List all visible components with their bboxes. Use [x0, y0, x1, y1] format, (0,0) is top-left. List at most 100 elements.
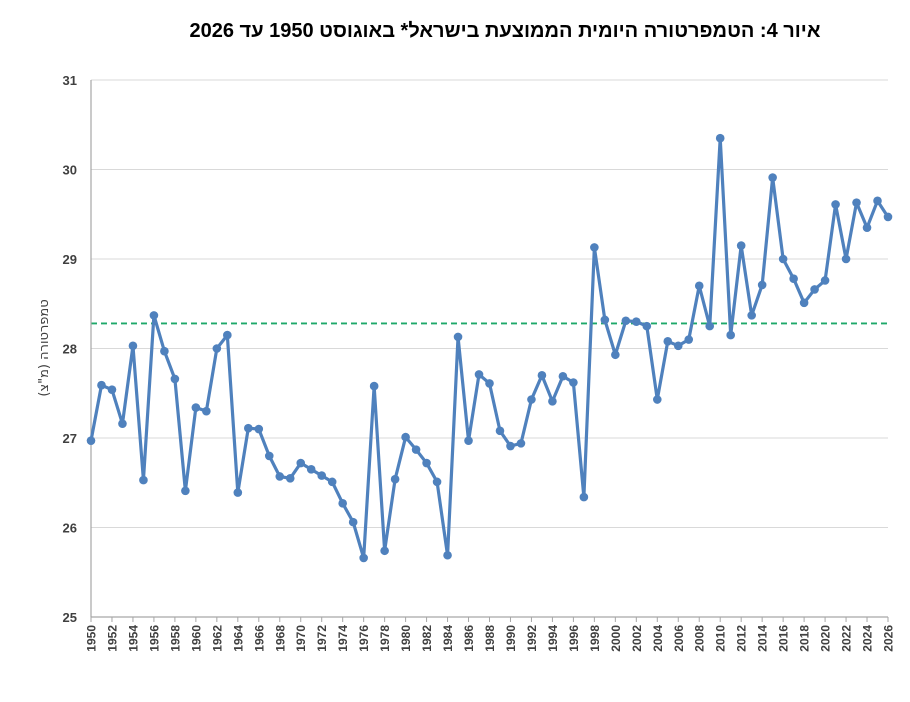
- data-point: [411, 445, 421, 454]
- data-point: [264, 451, 274, 461]
- gridlines: [91, 79, 888, 528]
- data-point: [432, 477, 442, 487]
- data-point: [338, 499, 347, 508]
- data-point: [191, 403, 201, 412]
- data-point: [275, 472, 285, 481]
- axes: [90, 80, 889, 622]
- data-point: [128, 341, 138, 351]
- x-tick-label: 1960: [189, 625, 203, 652]
- data-point: [223, 330, 232, 340]
- data-point: [474, 370, 484, 379]
- data-point: [107, 385, 117, 394]
- x-tick-label: 1994: [546, 625, 560, 652]
- data-point: [369, 381, 379, 391]
- data-point: [139, 475, 148, 485]
- x-tick-label: 2014: [756, 625, 770, 652]
- data-point: [422, 458, 431, 468]
- data-point: [569, 378, 578, 387]
- data-point: [254, 424, 264, 434]
- x-tick-label: 2008: [693, 625, 707, 652]
- data-point: [611, 350, 620, 360]
- x-tick-label: 1958: [168, 625, 182, 652]
- data-point: [464, 436, 473, 445]
- data-point: [883, 212, 893, 222]
- data-point: [327, 477, 337, 487]
- x-tick-label: 2010: [714, 625, 728, 652]
- x-tick-label: 1950: [85, 625, 99, 652]
- x-tick-label: 1976: [357, 625, 371, 652]
- x-tick-label: 2016: [777, 625, 791, 652]
- x-tick-label: 1988: [483, 625, 497, 652]
- y-tick-label: 26: [63, 521, 77, 536]
- data-point: [684, 335, 694, 344]
- data-point: [768, 173, 777, 182]
- data-point: [810, 285, 819, 294]
- x-tick-label: 2004: [651, 625, 665, 652]
- data-point: [390, 474, 400, 484]
- x-tick-label: 1978: [378, 625, 392, 652]
- series-layer: [86, 133, 893, 563]
- data-point: [380, 546, 389, 556]
- data-point: [118, 419, 127, 428]
- data-point: [789, 274, 798, 283]
- x-tick-label: 1974: [336, 625, 350, 652]
- x-tick-label: 2002: [630, 625, 644, 652]
- data-point: [715, 133, 725, 143]
- data-point: [285, 473, 295, 483]
- data-point: [632, 317, 641, 326]
- data-point: [621, 316, 631, 326]
- x-tick-label: 2020: [819, 625, 833, 652]
- x-tick-label: 1964: [231, 625, 245, 652]
- x-tick-label: 1970: [294, 625, 308, 652]
- data-point: [778, 254, 788, 264]
- data-point: [233, 488, 243, 497]
- data-point: [317, 471, 327, 480]
- x-tick-label: 1954: [126, 625, 140, 652]
- data-point: [170, 374, 180, 384]
- data-point: [694, 281, 704, 291]
- y-tick-label: 27: [63, 431, 77, 446]
- x-tick-label: 1980: [399, 625, 413, 652]
- x-tick-labels: 1950 1952 1954 1956 1958 1960 1962 1964 1966 1968…: [85, 625, 896, 652]
- data-point: [212, 344, 222, 353]
- data-point: [516, 439, 526, 448]
- data-point: [296, 458, 306, 468]
- data-point: [726, 330, 735, 340]
- data-point: [600, 315, 610, 325]
- data-point: [527, 395, 536, 404]
- x-tick-label: 2006: [672, 625, 686, 652]
- data-point: [181, 486, 190, 496]
- data-point: [590, 243, 599, 252]
- x-tick-label: 1952: [105, 625, 119, 652]
- x-tick-label: 1968: [273, 625, 287, 652]
- x-tick-label: 2024: [861, 625, 875, 652]
- data-point: [548, 397, 557, 406]
- x-tick-label: 1992: [525, 625, 539, 652]
- data-point: [202, 406, 211, 416]
- x-tick-label: 1956: [147, 625, 161, 652]
- x-tick-label: 2012: [735, 625, 749, 652]
- x-tick-label: 1986: [462, 625, 476, 652]
- data-point: [537, 371, 547, 380]
- x-tick-label: 1996: [567, 625, 581, 652]
- data-point: [831, 200, 840, 209]
- x-tick-label: 1984: [441, 625, 455, 652]
- y-tick-label: 29: [63, 252, 77, 267]
- x-tick-label: 1962: [210, 625, 224, 652]
- x-tick-label: 2018: [798, 625, 812, 652]
- data-point: [348, 517, 358, 527]
- x-tick-label: 1966: [252, 625, 266, 652]
- data-point: [359, 553, 368, 563]
- data-point: [485, 379, 494, 388]
- data-point: [401, 432, 410, 442]
- x-tick-label: 1972: [315, 625, 329, 652]
- data-point: [652, 395, 662, 404]
- data-point: [852, 198, 861, 207]
- data-point: [443, 550, 452, 560]
- x-tick-label: 2026: [882, 625, 896, 652]
- data-point: [97, 380, 106, 390]
- data-point: [862, 223, 872, 232]
- data-point: [149, 311, 159, 320]
- y-axis-label: טמפרטורה (מ"צ): [37, 299, 52, 396]
